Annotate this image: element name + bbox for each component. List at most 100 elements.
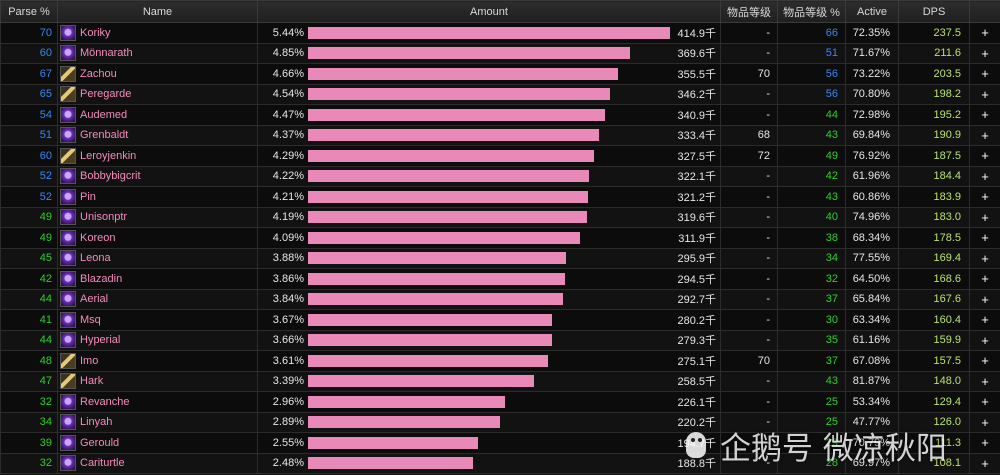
name-cell[interactable]: Revanche	[57, 391, 258, 413]
player-name-link[interactable]: Revanche	[80, 395, 130, 408]
name-cell[interactable]: Imo	[57, 350, 258, 372]
player-name-link[interactable]: Hark	[80, 375, 104, 388]
player-name-link[interactable]: Pin	[80, 190, 96, 203]
expand-plus-icon[interactable]: +	[969, 104, 1000, 126]
table-row[interactable]: 67 Zachou 4.66% 355.5千 70 56 73.22% 203.5 +	[0, 63, 1000, 85]
table-row[interactable]: 41 Msq 3.67% 280.2千 -30 63.34% 160.4 +	[0, 309, 1000, 331]
expand-plus-icon[interactable]: +	[969, 165, 1000, 187]
player-name-link[interactable]: Unisonptr	[80, 211, 128, 224]
header-amount[interactable]: Amount	[257, 0, 721, 23]
name-cell[interactable]: Koriky	[57, 22, 258, 44]
player-name-link[interactable]: Audemed	[80, 108, 128, 121]
expand-plus-icon[interactable]: +	[969, 63, 1000, 85]
name-cell[interactable]: Leona	[57, 247, 258, 269]
expand-plus-icon[interactable]: +	[969, 452, 1000, 474]
header-name[interactable]: Name	[57, 0, 258, 23]
header-dps[interactable]: DPS	[898, 0, 970, 23]
name-cell[interactable]: Leroyjenkin	[57, 145, 258, 167]
name-cell[interactable]: Gerould	[57, 432, 258, 454]
header-active[interactable]: Active	[845, 0, 899, 23]
name-cell[interactable]: Blazadin	[57, 268, 258, 290]
expand-plus-icon[interactable]: +	[969, 42, 1000, 64]
player-name-link[interactable]: Peregarde	[80, 88, 132, 101]
expand-plus-icon[interactable]: +	[969, 411, 1000, 433]
player-name-link[interactable]: Koreon	[80, 231, 116, 244]
amount-percent: 3.61%	[272, 354, 304, 367]
name-cell[interactable]: Bobbybigcrit	[57, 165, 258, 187]
name-cell[interactable]: Aerial	[57, 288, 258, 310]
table-row[interactable]: 44 Hyperial 3.66% 279.3千 -35 61.16% 159.9 +	[0, 329, 1000, 351]
name-cell[interactable]: Hyperial	[57, 329, 258, 351]
expand-plus-icon[interactable]: +	[969, 432, 1000, 454]
table-row[interactable]: 49 Unisonptr 4.19% 319.6千 -40 74.96% 183.0 +	[0, 206, 1000, 228]
table-row[interactable]: 65 Peregarde 4.54% 346.2千 -56 70.80% 198.2 +	[0, 83, 1000, 105]
player-name-link[interactable]: Msq	[80, 313, 101, 326]
table-row[interactable]: 32 Cariturtle 2.48% 188.8千 -28 69.97% 108.1 +	[0, 452, 1000, 474]
expand-plus-icon[interactable]: +	[969, 186, 1000, 208]
table-row[interactable]: 45 Leona 3.88% 295.9千 -34 77.55% 169.4 +	[0, 247, 1000, 269]
table-row[interactable]: 70 Koriky 5.44% 414.9千 -66 72.35% 237.5 +	[0, 22, 1000, 44]
table-row[interactable]: 32 Revanche 2.96% 226.1千 -25 53.34% 129.4 +	[0, 391, 1000, 413]
parse-cell: 51	[0, 124, 58, 146]
table-row[interactable]: 47 Hark 3.39% 258.5千 -43 81.87% 148.0 +	[0, 370, 1000, 392]
expand-plus-icon[interactable]: +	[969, 370, 1000, 392]
expand-plus-icon[interactable]: +	[969, 309, 1000, 331]
name-cell[interactable]: Unisonptr	[57, 206, 258, 228]
table-row[interactable]: 54 Audemed 4.47% 340.9千 -44 72.98% 195.2 +	[0, 104, 1000, 126]
name-cell[interactable]: Peregarde	[57, 83, 258, 105]
expand-plus-icon[interactable]: +	[969, 329, 1000, 351]
player-name-link[interactable]: Leona	[80, 252, 111, 265]
table-row[interactable]: 49 Koreon 4.09% 311.9千 -38 68.34% 178.5 +	[0, 227, 1000, 249]
table-row[interactable]: 52 Bobbybigcrit 4.22% 322.1千 -42 61.96% 184.4 +	[0, 165, 1000, 187]
player-name-link[interactable]: Leroyjenkin	[80, 149, 137, 162]
player-name-link[interactable]: Blazadin	[80, 272, 123, 285]
expand-plus-icon[interactable]: +	[969, 247, 1000, 269]
expand-plus-icon[interactable]: +	[969, 288, 1000, 310]
name-cell[interactable]: Hark	[57, 370, 258, 392]
table-row[interactable]: 60 Leroyjenkin 4.29% 327.5千 72 49 76.92% 187.5 +	[0, 145, 1000, 167]
amount-total: 322.1千	[677, 171, 716, 184]
table-row[interactable]: 34 Linyah 2.89% 220.2千 -25 47.77% 126.0 +	[0, 411, 1000, 433]
name-cell[interactable]: Grenbaldt	[57, 124, 258, 146]
player-name-link[interactable]: Grenbaldt	[80, 129, 129, 142]
player-name-link[interactable]: Mönnarath	[80, 47, 133, 60]
player-name-link[interactable]: Hyperial	[80, 334, 121, 347]
player-name-link[interactable]: Imo	[80, 354, 99, 367]
header-ilvl[interactable]: 物品等级	[720, 0, 778, 23]
player-name-link[interactable]: Bobbybigcrit	[80, 170, 141, 183]
amount-bar	[308, 272, 565, 285]
table-row[interactable]: 48 Imo 3.61% 275.1千 70 37 67.08% 157.5 +	[0, 350, 1000, 372]
active-cell: 60.86%	[845, 186, 899, 208]
header-ilvl-parse[interactable]: 物品等级 %	[777, 0, 846, 23]
expand-plus-icon[interactable]: +	[969, 145, 1000, 167]
player-name-link[interactable]: Aerial	[80, 293, 109, 306]
player-name-link[interactable]: Linyah	[80, 416, 113, 429]
player-name-link[interactable]: Zachou	[80, 67, 117, 80]
expand-plus-icon[interactable]: +	[969, 83, 1000, 105]
player-name-link[interactable]: Koriky	[80, 26, 111, 39]
name-cell[interactable]: Koreon	[57, 227, 258, 249]
name-cell[interactable]: Cariturtle	[57, 452, 258, 474]
name-cell[interactable]: Zachou	[57, 63, 258, 85]
name-cell[interactable]: Linyah	[57, 411, 258, 433]
table-row[interactable]: 60 Mönnarath 4.85% 369.6千 -51 71.67% 211.6 +	[0, 42, 1000, 64]
table-row[interactable]: 42 Blazadin 3.86% 294.5千 -32 64.50% 168.6 +	[0, 268, 1000, 290]
expand-plus-icon[interactable]: +	[969, 206, 1000, 228]
header-parse[interactable]: Parse %	[0, 0, 58, 23]
name-cell[interactable]: Mönnarath	[57, 42, 258, 64]
table-row[interactable]: 44 Aerial 3.84% 292.7千 -37 65.84% 167.6 +	[0, 288, 1000, 310]
name-cell[interactable]: Pin	[57, 186, 258, 208]
player-name-link[interactable]: Cariturtle	[80, 457, 125, 470]
expand-plus-icon[interactable]: +	[969, 350, 1000, 372]
name-cell[interactable]: Msq	[57, 309, 258, 331]
table-row[interactable]: 51 Grenbaldt 4.37% 333.4千 68 43 69.84% 190.9 +	[0, 124, 1000, 146]
expand-plus-icon[interactable]: +	[969, 268, 1000, 290]
expand-plus-icon[interactable]: +	[969, 227, 1000, 249]
expand-plus-icon[interactable]: +	[969, 391, 1000, 413]
name-cell[interactable]: Audemed	[57, 104, 258, 126]
table-row[interactable]: 39 Gerould 2.55% 194.7千 -29 70.79% 111.3 +	[0, 432, 1000, 454]
player-name-link[interactable]: Gerould	[80, 436, 120, 449]
expand-plus-icon[interactable]: +	[969, 124, 1000, 146]
expand-plus-icon[interactable]: +	[969, 22, 1000, 44]
table-row[interactable]: 52 Pin 4.21% 321.2千 -43 60.86% 183.9 +	[0, 186, 1000, 208]
